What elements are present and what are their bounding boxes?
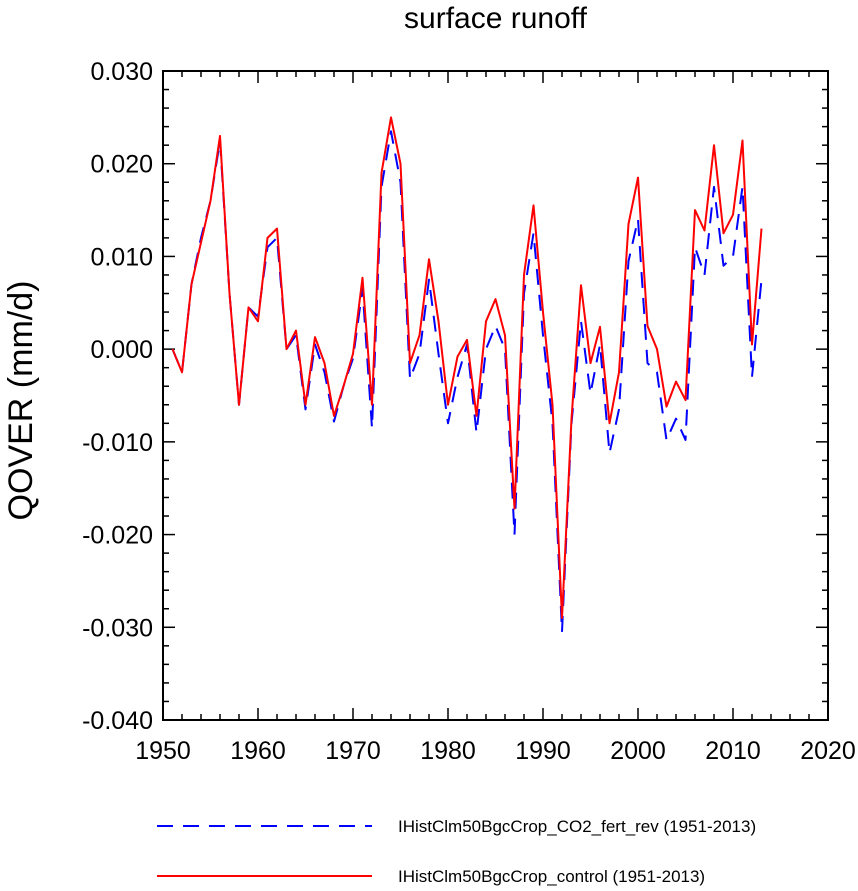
legend: IHistClm50BgcCrop_CO2_fert_rev (1951-201…	[157, 817, 756, 886]
y-tick-label: 0.030	[90, 58, 153, 86]
plot-frame	[162, 70, 829, 721]
y-tick-label: 0.000	[90, 336, 153, 364]
x-tick-label: 1970	[325, 737, 381, 765]
x-tick-label: 2000	[610, 737, 666, 765]
y-tick-label: -0.020	[82, 522, 153, 550]
x-tick-label: 2020	[800, 737, 856, 765]
x-tick-label: 2010	[705, 737, 761, 765]
x-tick-label: 1980	[420, 737, 476, 765]
axis-ticks: 1950 1960 1970 1980 1990 2000 2010 2020 -0.040 -0…	[82, 58, 856, 765]
y-tick-label: 0.010	[90, 243, 153, 271]
y-tick-label: 0.020	[90, 151, 153, 179]
series-layer	[171, 116, 763, 633]
y-axis-label: QOVER (mm/d)	[2, 281, 40, 521]
y-tick-label: -0.040	[82, 707, 153, 735]
x-tick-label: 1950	[135, 737, 191, 765]
x-tick-label: 1990	[515, 737, 571, 765]
legend-label-2: IHistClm50BgcCrop_control (1951-2013)	[398, 867, 705, 886]
y-tick-label: -0.030	[82, 614, 153, 642]
chart-title: surface runoff	[404, 2, 588, 35]
y-tick-label: -0.010	[82, 429, 153, 457]
series-line-2	[171, 116, 763, 619]
legend-label-1: IHistClm50BgcCrop_CO2_fert_rev (1951-201…	[398, 817, 756, 836]
series-line-1	[171, 130, 763, 633]
x-tick-label: 1960	[230, 737, 286, 765]
